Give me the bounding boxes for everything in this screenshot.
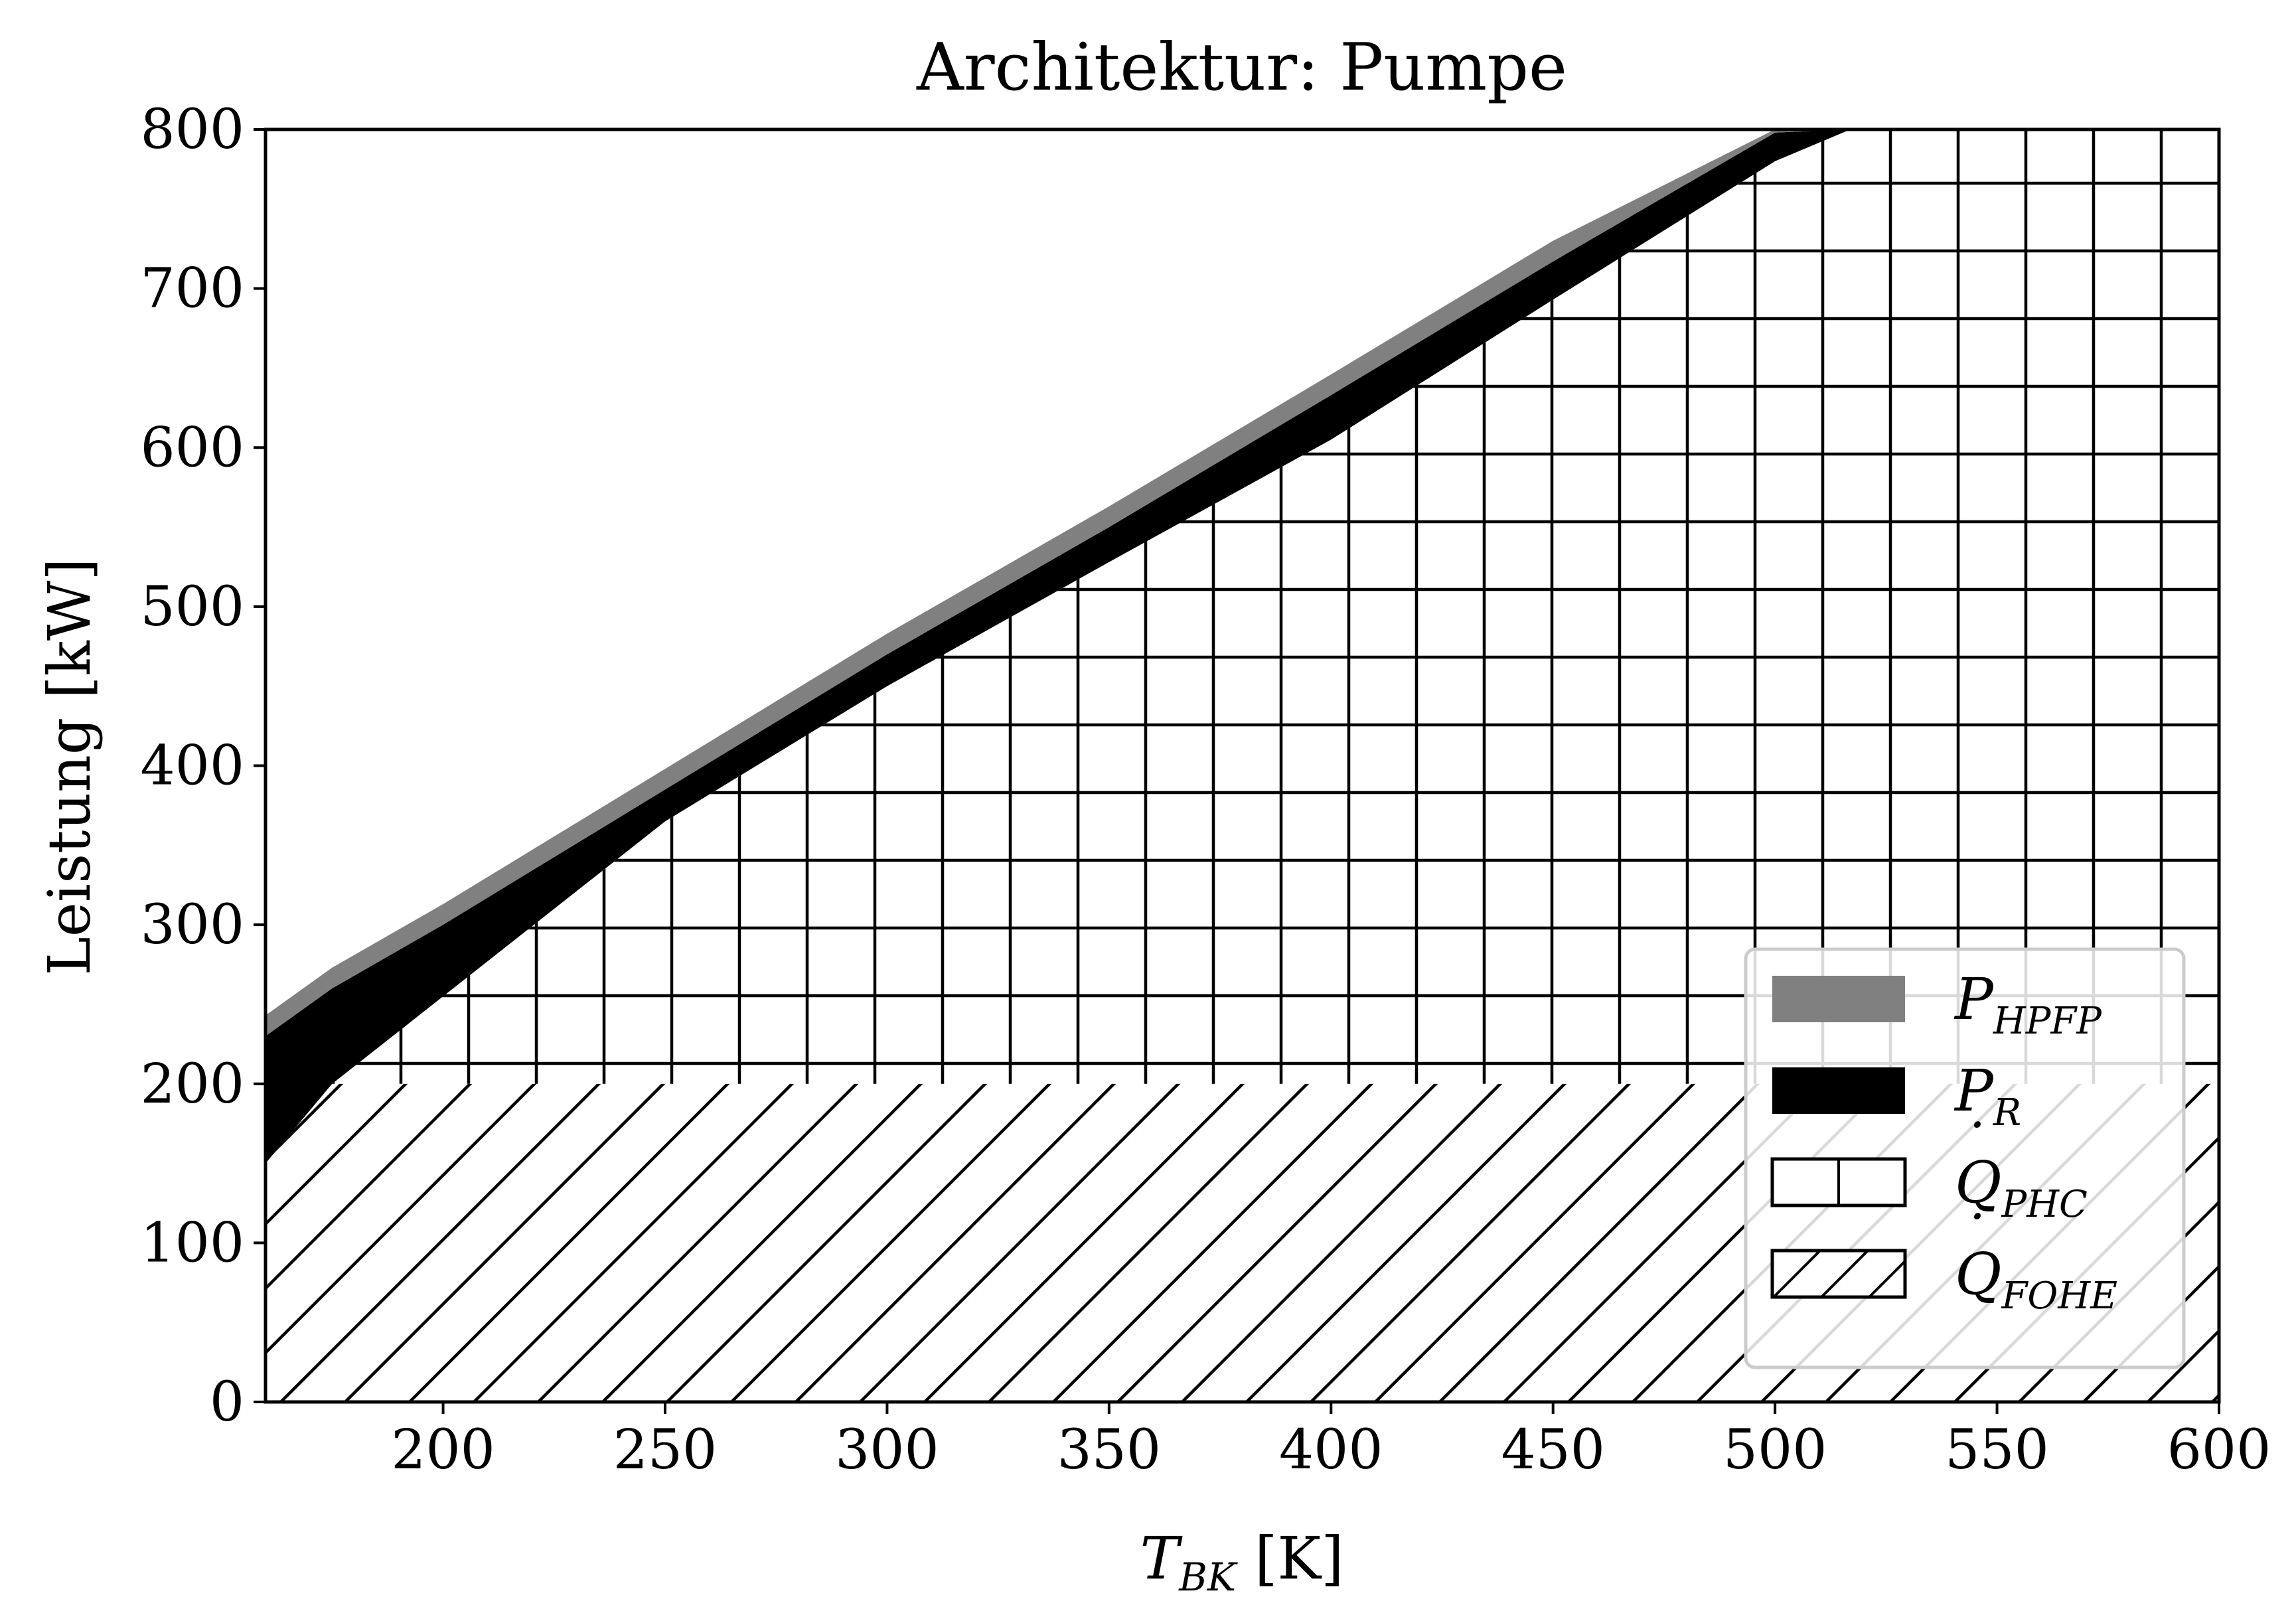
x-tick-label: 500 [1723,1419,1827,1482]
x-tick-label: 450 [1501,1419,1605,1482]
legend-item: PR [1772,1058,2021,1134]
legend-swatch [1772,976,1905,1022]
x-tick-label: 550 [1945,1419,2049,1482]
x-axis-label: TBK [K] [1140,1524,1343,1600]
x-axis: 200 250 300 350 400 450 500 550 600 [391,1402,2271,1482]
x-tick-label: 600 [2167,1419,2271,1482]
legend-label: QPHC [1955,1150,2088,1226]
y-tick-label: 300 [140,893,244,957]
y-tick-label: 700 [140,258,244,321]
y-tick-label: 600 [140,416,244,479]
y-axis-label: Leistung [kW] [35,558,104,975]
band-area [266,129,2219,1164]
x-tick-label: 400 [1279,1419,1383,1482]
x-tick-label: 250 [613,1419,718,1482]
legend-item: PHPFP [1772,966,2102,1043]
y-tick-label: 100 [140,1211,244,1274]
y-axis: 0 100 200 300 400 500 600 700 800 [140,98,266,1434]
x-tick-label: 300 [835,1419,939,1482]
legend-label: QFOHE [1955,1241,2117,1318]
x-tick-label: 350 [1057,1419,1162,1482]
y-tick-label: 800 [140,98,244,161]
y-tick-label: 200 [140,1053,244,1116]
legend-item: ˙QPHC [1770,1113,2088,1226]
legend-swatch [1772,1251,1905,1297]
legend-label: PR [1953,1058,2021,1134]
legend-item: ˙QFOHE [1770,1204,2117,1318]
y-tick-label: 0 [210,1371,244,1434]
legend-label: PHPFP [1953,966,2102,1043]
legend-dot-accent: ˙ [1958,1204,1987,1271]
legend-dot-accent: ˙ [1958,1113,1987,1179]
y-tick-label: 400 [140,735,244,798]
chart-title: Architektur: Pumpe [916,30,1567,106]
band-area [266,1083,2219,1402]
x-tick-label: 200 [391,1419,495,1482]
y-tick-label: 500 [140,576,244,639]
legend-swatch [1772,1067,1905,1114]
